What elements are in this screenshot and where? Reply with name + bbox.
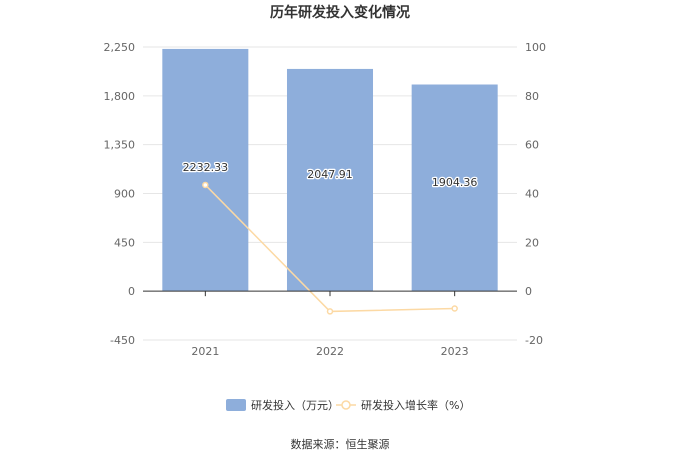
source-note: 数据来源：恒生聚源 (291, 437, 390, 451)
bar-series (162, 48, 498, 292)
left-tick-label: 0 (128, 285, 135, 298)
x-tick-label: 2023 (441, 345, 469, 358)
right-tick-label: 0 (525, 285, 532, 298)
right-tick-label: 40 (525, 188, 539, 201)
left-y-axis: 2,250 1,800 1,350 900 450 0 -450 (104, 41, 136, 347)
legend-item-line[interactable]: 研发投入增长率（%） (336, 398, 470, 412)
right-tick-label: 80 (525, 90, 539, 103)
x-tick-label: 2021 (191, 345, 219, 358)
left-tick-label: 900 (114, 188, 135, 201)
left-tick-label: 450 (114, 236, 135, 249)
data-labels: 2232.33 2047.91 1904.36 (181, 160, 478, 190)
right-y-axis: 100 80 60 40 20 0 -20 (525, 41, 546, 347)
left-tick-label: 1,350 (104, 139, 136, 152)
legend[interactable]: 研发投入（万元） 研发投入增长率（%） (226, 398, 470, 412)
legend-swatch-bar (226, 399, 246, 411)
right-tick-label: 60 (525, 139, 539, 152)
left-tick-label: -450 (110, 334, 135, 347)
legend-label-line: 研发投入增长率（%） (361, 398, 470, 412)
bar (162, 48, 249, 292)
right-tick-label: 20 (525, 236, 539, 249)
right-tick-label: -20 (525, 334, 543, 347)
legend-swatch-marker (341, 400, 351, 410)
line-series (202, 181, 458, 315)
right-tick-label: 100 (525, 41, 546, 54)
left-tick-label: 1,800 (104, 90, 136, 103)
growth-point (202, 181, 209, 189)
left-tick-label: 2,250 (104, 41, 136, 54)
bar-data-label: 2047.91 (307, 168, 353, 181)
x-axis: 2021 2022 2023 (143, 290, 517, 358)
legend-item-bar[interactable]: 研发投入（万元） (226, 398, 339, 412)
legend-label-bar: 研发投入（万元） (251, 398, 339, 412)
growth-point (451, 305, 458, 312)
bar (286, 68, 374, 292)
bar (411, 84, 498, 292)
x-tick-label: 2022 (316, 345, 344, 358)
chart-title: 历年研发投入变化情况 (270, 4, 410, 21)
bar-data-label: 2232.33 (183, 161, 229, 174)
growth-point (326, 308, 334, 315)
bar-data-label: 1904.36 (432, 176, 478, 189)
